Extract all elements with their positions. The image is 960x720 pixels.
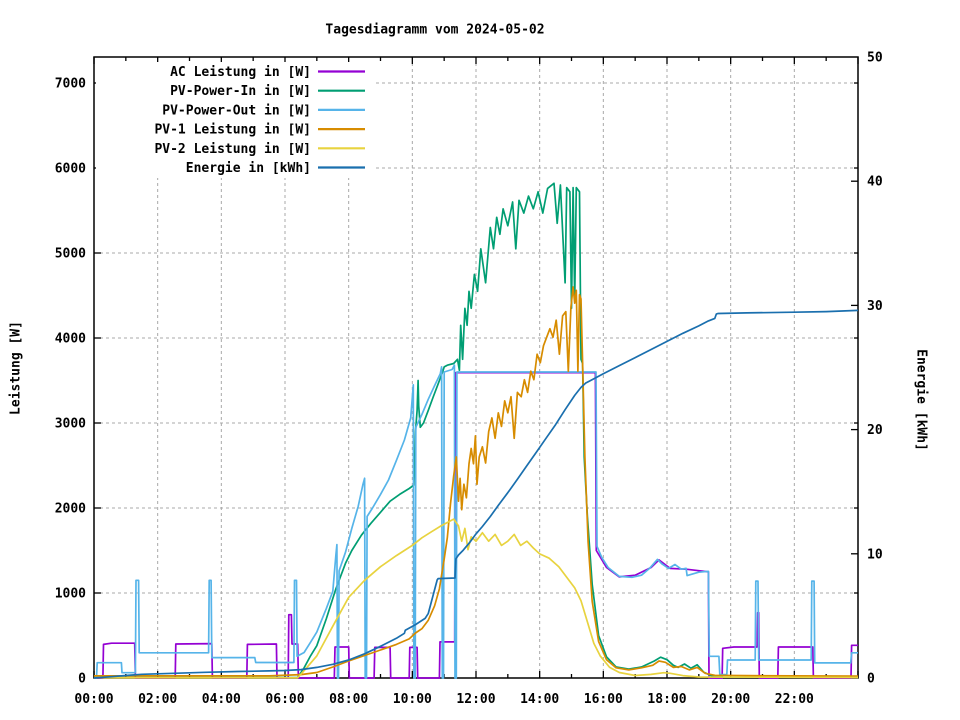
x-tick-label: 12:00 (456, 692, 495, 707)
y-tick-label: 7000 (55, 77, 86, 92)
chart-title: Tagesdiagramm vom 2024-05-02 (325, 22, 545, 38)
legend-item-label: AC Leistung in [W] (170, 65, 311, 80)
x-tick-label: 04:00 (202, 692, 241, 707)
y-tick-label: 4000 (55, 332, 86, 347)
x-tick-label: 02:00 (138, 692, 177, 707)
y-tick-label: 5000 (55, 247, 86, 262)
x-tick-label: 20:00 (711, 692, 750, 707)
series-pv_power_in (94, 182, 858, 679)
x-tick-label: 22:00 (775, 692, 814, 707)
series-pv_power_out (94, 364, 858, 679)
x-tick-label: 14:00 (520, 692, 559, 707)
y-tick-label: 1000 (55, 587, 86, 602)
legend-item-label: PV-2 Leistung in [W] (154, 142, 311, 157)
y2-tick-label: 20 (867, 423, 883, 438)
x-tick-label: 18:00 (647, 692, 686, 707)
y-tick-label: 6000 (55, 162, 86, 177)
legend-item-label: PV-Power-In in [W] (170, 84, 311, 99)
series-energie (93, 309, 859, 679)
x-tick-label: 10:00 (393, 692, 432, 707)
legend-item-label: Energie in [kWh] (186, 161, 311, 176)
legend-item-label: PV-Power-Out in [W] (162, 103, 311, 118)
y2-tick-label: 30 (867, 299, 883, 314)
y-axis-label: Leistung [W] (8, 321, 24, 415)
y2-tick-label: 10 (867, 547, 883, 562)
x-tick-label: 06:00 (265, 692, 304, 707)
legend-item-label: PV-1 Leistung in [W] (154, 123, 311, 138)
y2-axis-label: Energie [kWh] (913, 349, 929, 451)
series-pv1 (94, 286, 859, 677)
y-tick-label: 0 (78, 672, 86, 687)
series-pv2 (94, 518, 859, 679)
x-tick-label: 08:00 (329, 692, 368, 707)
legend-box (96, 62, 374, 178)
y2-tick-label: 40 (867, 175, 883, 190)
y2-tick-label: 0 (867, 672, 875, 687)
y-tick-label: 3000 (55, 417, 86, 432)
y2-tick-label: 50 (867, 51, 883, 66)
x-tick-label: 16:00 (584, 692, 623, 707)
y-tick-label: 2000 (55, 502, 86, 517)
x-tick-label: 00:00 (74, 692, 113, 707)
